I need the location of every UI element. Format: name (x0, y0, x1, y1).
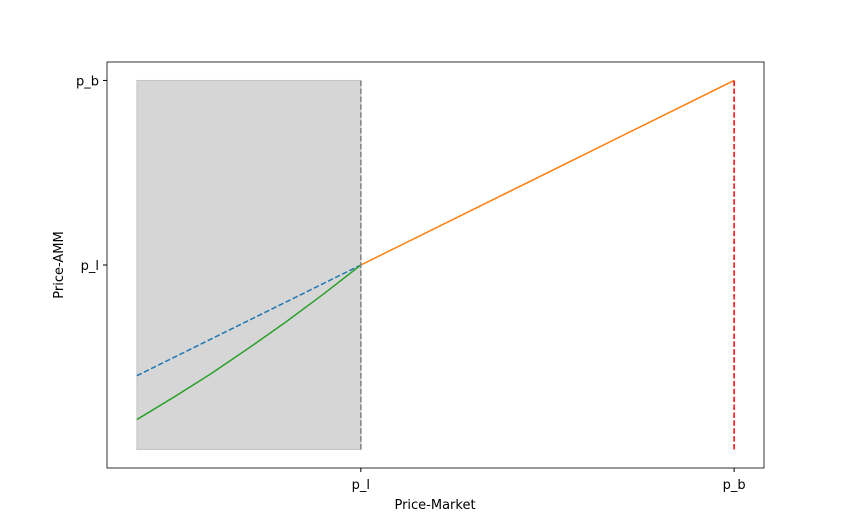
shaded-region (136, 79, 362, 451)
line-series (136, 264, 362, 421)
y-tick-label: p_l (81, 259, 99, 274)
line-series (136, 264, 362, 377)
x-tick-label: p_l (352, 478, 370, 493)
line-series (360, 79, 735, 266)
y-axis-label: Price-AMM (52, 231, 67, 298)
y-tick-label: p_b (76, 74, 99, 89)
x-tick-label: p_b (723, 478, 746, 493)
x-axis-label: Price-Market (394, 498, 475, 513)
